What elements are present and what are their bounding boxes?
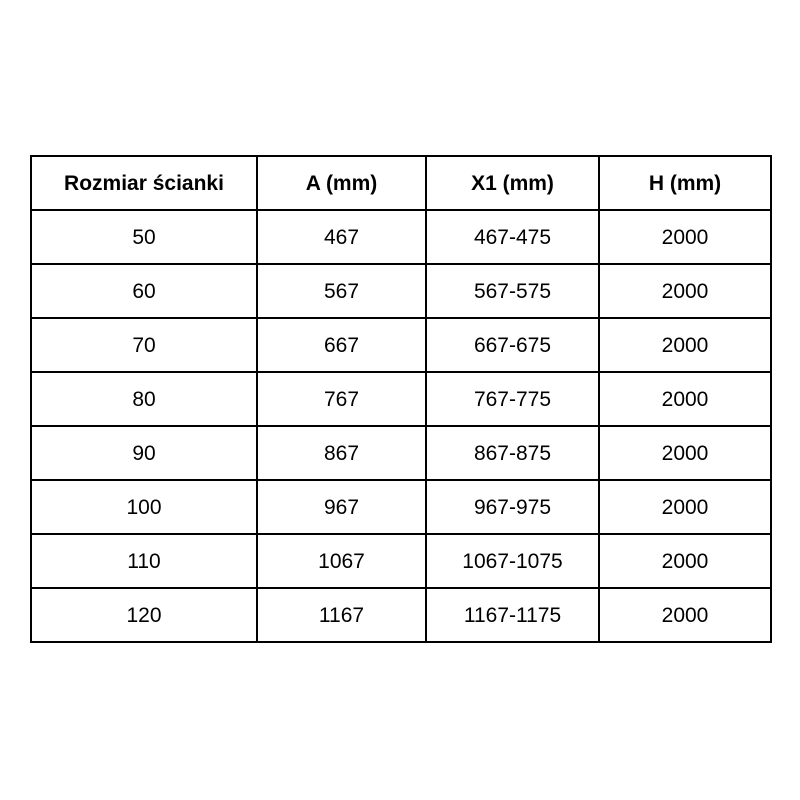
table-row: 120 1167 1167-1175 2000 (30, 587, 772, 643)
table-row: 100 967 967-975 2000 (30, 479, 772, 535)
table-cell: 1067 (256, 533, 427, 589)
table-cell: 2000 (598, 533, 772, 589)
table-cell: 2000 (598, 209, 772, 265)
table-cell: 967 (256, 479, 427, 535)
table-cell: 567-575 (425, 263, 600, 319)
header-row: Rozmiar ścianki A (mm) X1 (mm) H (mm) (30, 155, 772, 211)
wall-size-table: Rozmiar ścianki A (mm) X1 (mm) H (mm) 50 467… (30, 155, 772, 643)
table-cell: 70 (30, 317, 258, 373)
column-header: A (mm) (256, 155, 427, 211)
table-cell: 2000 (598, 587, 772, 643)
table-cell: 2000 (598, 425, 772, 481)
table-row: 60 567 567-575 2000 (30, 263, 772, 319)
table-cell: 110 (30, 533, 258, 589)
table-cell: 100 (30, 479, 258, 535)
table-cell: 90 (30, 425, 258, 481)
table-cell: 867-875 (425, 425, 600, 481)
column-header: Rozmiar ścianki (30, 155, 258, 211)
table-cell: 60 (30, 263, 258, 319)
table-cell: 2000 (598, 371, 772, 427)
table-cell: 1067-1075 (425, 533, 600, 589)
table-row: 70 667 667-675 2000 (30, 317, 772, 373)
table-cell: 2000 (598, 479, 772, 535)
table-cell: 120 (30, 587, 258, 643)
table-row: 80 767 767-775 2000 (30, 371, 772, 427)
table-cell: 667 (256, 317, 427, 373)
table-row: 110 1067 1067-1075 2000 (30, 533, 772, 589)
table-cell: 467 (256, 209, 427, 265)
column-header: X1 (mm) (425, 155, 600, 211)
table-cell: 667-675 (425, 317, 600, 373)
table-row: 90 867 867-875 2000 (30, 425, 772, 481)
table-cell: 80 (30, 371, 258, 427)
table-cell: 2000 (598, 263, 772, 319)
size-table-container: Rozmiar ścianki A (mm) X1 (mm) H (mm) 50 467… (30, 155, 772, 643)
table-cell: 50 (30, 209, 258, 265)
table-cell: 967-975 (425, 479, 600, 535)
column-header: H (mm) (598, 155, 772, 211)
table-cell: 467-475 (425, 209, 600, 265)
table-cell: 567 (256, 263, 427, 319)
table-cell: 1167 (256, 587, 427, 643)
table-cell: 867 (256, 425, 427, 481)
table-cell: 1167-1175 (425, 587, 600, 643)
table-cell: 2000 (598, 317, 772, 373)
table-body: 50 467 467-475 2000 60 567 567-575 2000 70 667 667… (30, 209, 772, 643)
table-row: 50 467 467-475 2000 (30, 209, 772, 265)
table-cell: 767 (256, 371, 427, 427)
table-cell: 767-775 (425, 371, 600, 427)
